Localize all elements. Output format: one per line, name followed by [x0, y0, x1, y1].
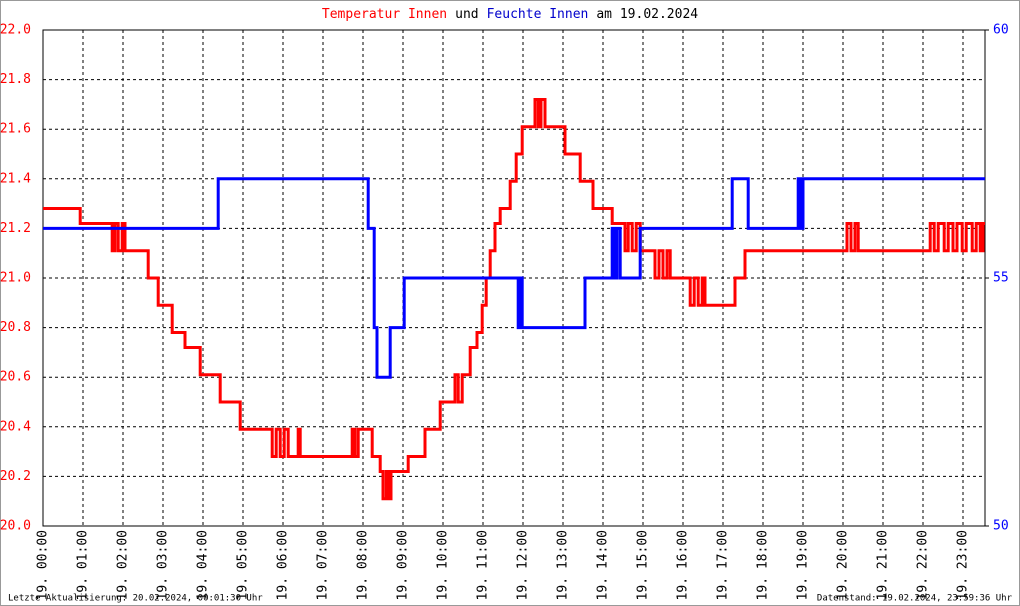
- y-tick-label: 20.6: [0, 370, 31, 385]
- y-tick-label: 20.4: [0, 419, 31, 434]
- y-tick-label: 21.8: [0, 72, 31, 87]
- title-part: am 19.02.2024: [596, 7, 698, 22]
- x-tick-label: 19. 21:00: [876, 530, 891, 600]
- series-line: [43, 97, 985, 501]
- y2-tick-label: 50: [993, 519, 1009, 534]
- x-tick-label: 19. 11:00: [476, 530, 491, 600]
- x-tick-label: 19. 13:00: [556, 530, 571, 600]
- x-tick-label: 19. 14:00: [596, 530, 611, 600]
- series-line: [43, 177, 985, 379]
- y-tick-label: 21.6: [0, 122, 31, 137]
- footer-left: Letzte Aktualisierung: 20.02.2024, 00:01…: [8, 594, 263, 604]
- x-tick-label: 19. 04:00: [196, 530, 211, 600]
- y-tick-label: 20.2: [0, 469, 31, 484]
- title-part: Feuchte Innen: [487, 7, 589, 22]
- y2-tick-label: 55: [993, 271, 1009, 286]
- x-tick-label: 19. 20:00: [836, 530, 851, 600]
- x-tick-label: 19. 03:00: [156, 530, 171, 600]
- footer-right: Datenstand: 19.02.2024, 23:59:36 Uhr: [817, 594, 1013, 604]
- x-tick-label: 19. 16:00: [676, 530, 691, 600]
- x-tick-label: 19. 06:00: [276, 530, 291, 600]
- x-tick-label: 19. 12:00: [516, 530, 531, 600]
- y-tick-label: 20.8: [0, 320, 31, 335]
- x-tick-label: 19. 15:00: [636, 530, 651, 600]
- x-tick-label: 19. 08:00: [356, 530, 371, 600]
- chart-title: Temperatur Innen und Feuchte Innen am 19.02…: [322, 7, 698, 22]
- x-tick-label: 19. 23:00: [956, 530, 971, 600]
- x-tick-label: 19. 19:00: [796, 530, 811, 600]
- y-tick-label: 21.4: [0, 171, 31, 186]
- x-tick-label: 19. 02:00: [116, 530, 131, 600]
- y-tick-label: 21.0: [0, 271, 31, 286]
- x-tick-label: 19. 01:00: [76, 530, 91, 600]
- x-tick-label: 19. 00:00: [36, 530, 51, 600]
- x-tick-label: 19. 17:00: [716, 530, 731, 600]
- x-tick-label: 19. 09:00: [396, 530, 411, 600]
- plot-border: [42, 29, 986, 527]
- x-tick-label: 19. 10:00: [436, 530, 451, 600]
- x-tick-label: 19. 18:00: [756, 530, 771, 600]
- title-part: und: [455, 7, 478, 22]
- y2-tick-label: 60: [993, 23, 1009, 38]
- y-tick-label: 22.0: [0, 23, 31, 38]
- x-tick-label: 19. 07:00: [316, 530, 331, 600]
- y-tick-label: 20.0: [0, 519, 31, 534]
- x-tick-label: 19. 22:00: [916, 530, 931, 600]
- title-part: Temperatur Innen: [322, 7, 447, 22]
- y-tick-label: 21.2: [0, 221, 31, 236]
- x-tick-label: 19. 05:00: [236, 530, 251, 600]
